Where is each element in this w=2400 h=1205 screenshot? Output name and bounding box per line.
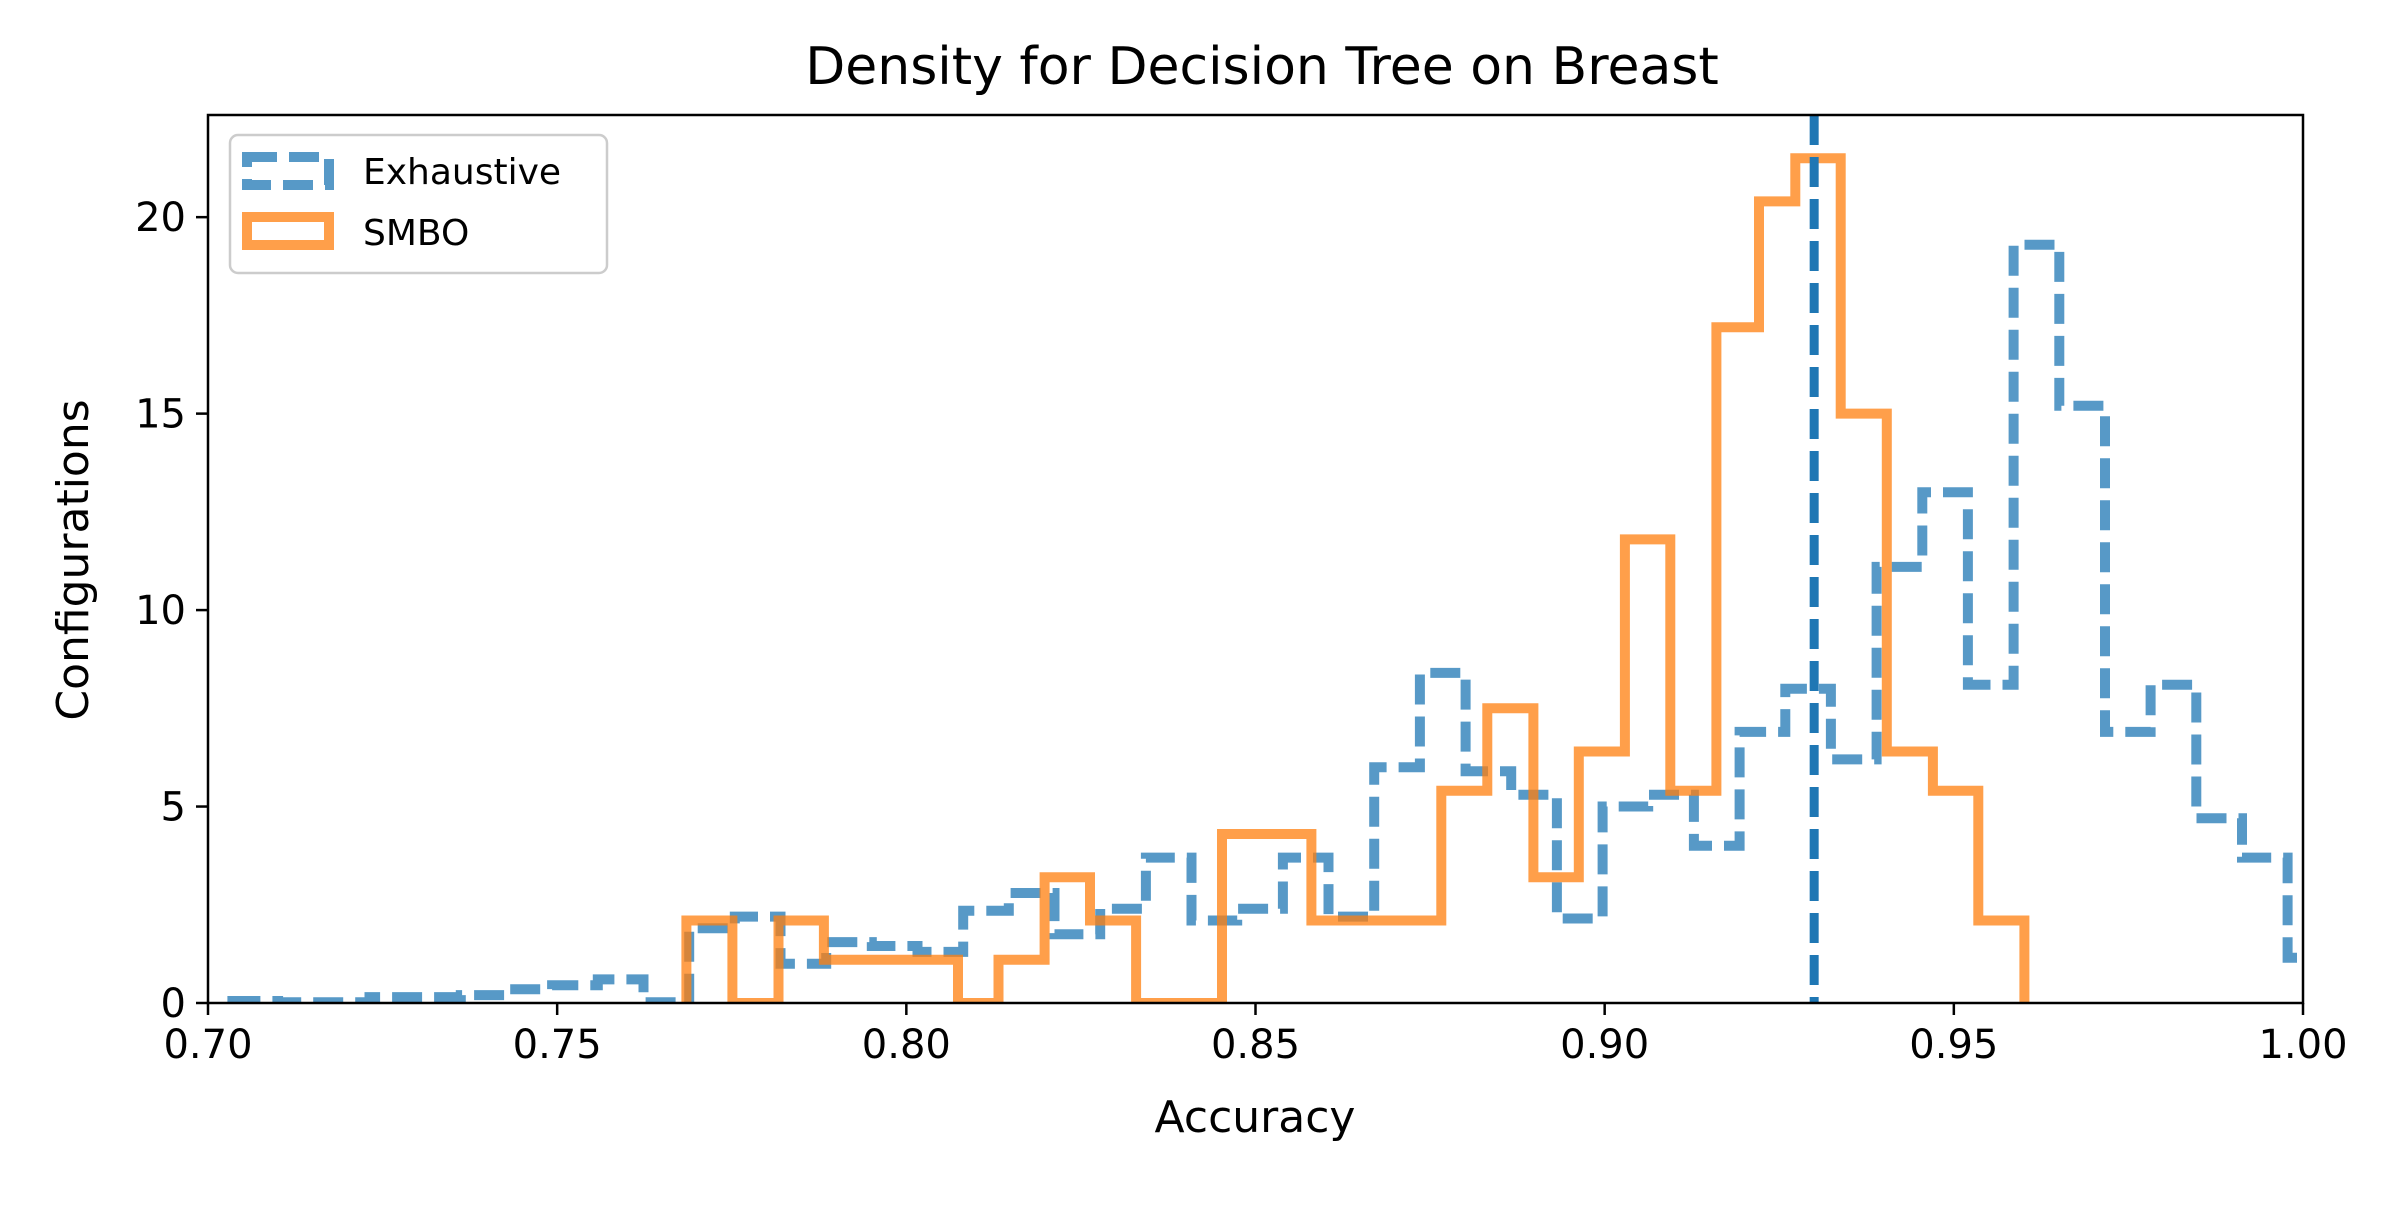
x-tick-label: 0.80 [862, 1022, 951, 1068]
series-exhaustive-step [227, 239, 2303, 1003]
x-axis-label: Accuracy [1155, 1092, 1356, 1143]
x-tick-label: 0.75 [513, 1022, 602, 1068]
x-tick-label: 1.00 [2258, 1022, 2347, 1068]
y-tick-label: 5 [161, 785, 186, 831]
series-smbo-step [681, 153, 2030, 1003]
chart-title: Density for Decision Tree on Breast [805, 37, 1719, 97]
legend-label-exhaustive: Exhaustive [363, 152, 561, 193]
legend-swatch-smbo [242, 212, 334, 250]
y-tick-label: 0 [161, 981, 186, 1027]
y-axis: 0 5 10 15 20 [135, 195, 208, 1027]
x-tick-label: 0.85 [1211, 1022, 1300, 1068]
y-tick-label: 15 [135, 392, 186, 438]
x-tick-label: 0.95 [1909, 1022, 1998, 1068]
y-tick-label: 20 [135, 195, 186, 241]
x-tick-label: 0.70 [163, 1022, 252, 1068]
legend: Exhaustive SMBO [228, 133, 609, 275]
series-layer [227, 153, 2303, 1003]
y-tick-label: 10 [135, 588, 186, 634]
legend-label-smbo: SMBO [363, 213, 469, 254]
legend-swatch-exhaustive [242, 152, 334, 190]
x-axis: 0.70 0.75 0.80 0.85 0.90 0.95 1.00 [163, 1003, 2348, 1068]
x-tick-label: 0.90 [1560, 1022, 1649, 1068]
y-axis-label: Configurations [48, 399, 99, 720]
